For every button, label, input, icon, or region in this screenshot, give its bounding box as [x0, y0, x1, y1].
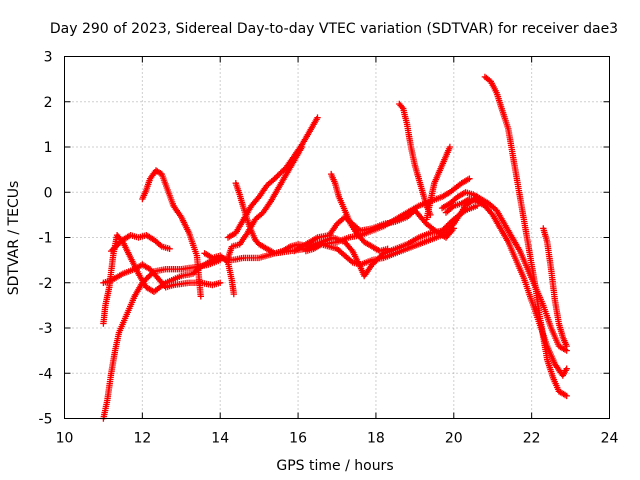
y-axis-label: SDTVAR / TECUs: [6, 181, 22, 296]
series-track-s: [540, 225, 570, 350]
y-tick-label: -1: [39, 231, 53, 247]
data-point-markers: [396, 100, 434, 219]
x-tick-label: 24: [601, 431, 619, 447]
y-tick-label: 0: [44, 185, 53, 201]
data-points: [100, 73, 570, 422]
x-tick-label: 10: [56, 431, 74, 447]
series-track-d: [108, 232, 173, 255]
series-track-c: [100, 261, 224, 291]
y-tick-label: 2: [44, 95, 53, 111]
x-tick-label: 14: [211, 431, 229, 447]
data-point-markers: [328, 170, 391, 255]
series-track-m: [328, 170, 391, 255]
series-track-e: [139, 167, 204, 300]
series-track-g: [224, 114, 321, 241]
y-tick-label: -2: [39, 276, 53, 292]
data-point-markers: [100, 261, 224, 291]
data-point-markers: [423, 143, 454, 223]
series-track-h: [224, 143, 306, 262]
chart-title: Day 290 of 2023, Sidereal Day-to-day VTE…: [50, 21, 618, 37]
y-tick-label: 3: [44, 50, 53, 66]
data-point-markers: [139, 167, 204, 300]
x-tick-label: 16: [289, 431, 307, 447]
x-axis-label: GPS time / hours: [276, 458, 393, 474]
series-track-n: [396, 100, 434, 219]
data-point-markers: [224, 114, 321, 241]
data-point-markers: [540, 225, 570, 350]
y-tick-label: 1: [44, 140, 53, 156]
y-tick-label: -5: [39, 412, 53, 428]
data-point-markers: [481, 73, 570, 400]
x-tick-label: 22: [523, 431, 541, 447]
data-point-markers: [442, 195, 570, 379]
data-point-markers: [224, 143, 306, 262]
y-tick-label: -4: [39, 366, 53, 382]
data-point-markers: [302, 193, 481, 268]
series-track-q: [442, 195, 570, 379]
series-track-l: [302, 193, 481, 268]
x-tick-label: 12: [133, 431, 151, 447]
x-tick-label: 18: [367, 431, 385, 447]
series-track-r: [481, 73, 570, 400]
y-tick-label: -3: [39, 321, 53, 337]
series-track-o: [423, 143, 454, 223]
x-tick-label: 20: [445, 431, 463, 447]
plot-frame: [64, 56, 610, 419]
data-point-markers: [108, 232, 173, 255]
